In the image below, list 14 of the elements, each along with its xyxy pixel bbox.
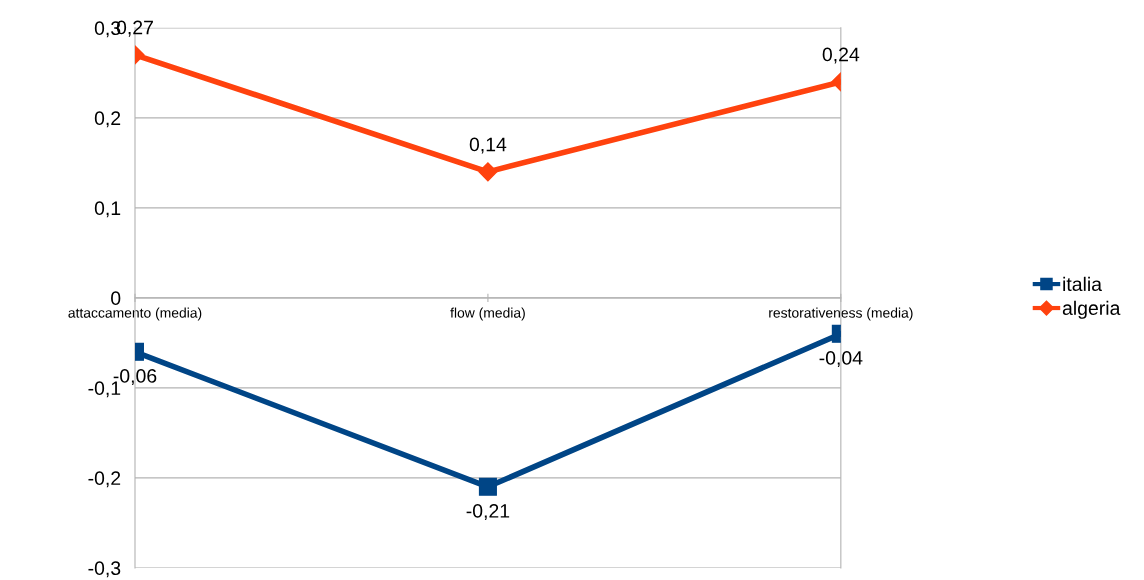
data-label: 0,14: [469, 137, 507, 154]
data-label: 0,24: [822, 47, 860, 64]
x-tick-label: restorativeness (media): [769, 307, 913, 321]
x-tick-label: flow (media): [450, 307, 525, 321]
y-tick-label: 0,1: [94, 201, 121, 218]
legend-label: italia: [1063, 276, 1103, 292]
data-label: -0,04: [819, 351, 863, 368]
data-label: -0,21: [466, 504, 510, 521]
y-tick-label: -0,3: [88, 561, 121, 578]
y-tick-label: 0,2: [94, 111, 121, 128]
x-tick-label: attaccamento (media): [68, 307, 202, 321]
y-tick-label: -0,2: [88, 471, 121, 488]
legend-label: algeria: [1062, 300, 1121, 319]
y-tick-label: 0: [111, 291, 121, 306]
